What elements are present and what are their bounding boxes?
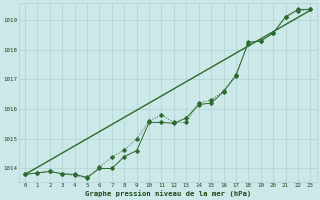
X-axis label: Graphe pression niveau de la mer (hPa): Graphe pression niveau de la mer (hPa) bbox=[84, 190, 251, 197]
